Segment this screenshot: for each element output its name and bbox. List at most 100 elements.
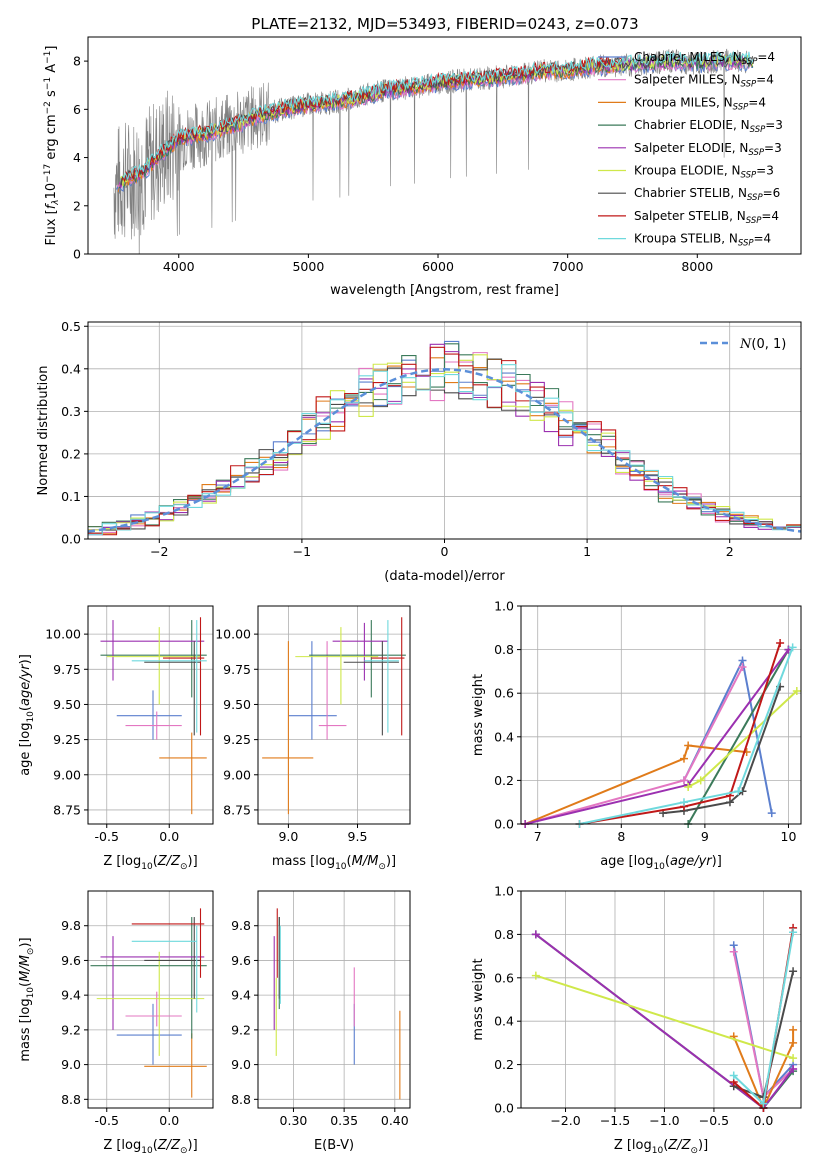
histogram-9 [88, 364, 801, 536]
legend-text: Kroupa MILES, N [634, 95, 733, 109]
x-tick-label: 7 [534, 829, 542, 844]
label-part: )] [386, 854, 396, 869]
model-line-7 [120, 52, 753, 186]
weight-marker [789, 1064, 798, 1073]
label-part: ⊙ [26, 948, 36, 956]
axes-frame [87, 36, 802, 255]
histogram-6 [88, 354, 801, 531]
y-tick-label: 9.00 [223, 767, 251, 782]
legend-count: =6 [763, 186, 781, 200]
legend-count: =4 [757, 50, 775, 64]
weight-line-4 [687, 649, 790, 825]
legend-count: =3 [756, 164, 774, 178]
y-tick-label: 0.1 [61, 489, 81, 504]
label-part: )] [18, 654, 33, 664]
plot-area [258, 891, 410, 1108]
legend-count: =3 [764, 141, 782, 155]
x-tick-label: 0.40 [381, 1113, 409, 1128]
label-part: ] [44, 46, 59, 51]
legend-sub: SSP [733, 102, 749, 112]
x-tick-label: −1.5 [600, 1113, 630, 1128]
label-part: A [44, 64, 59, 77]
legend-text: Kroupa STELIB, N [634, 232, 738, 246]
x-tick-label: 2 [726, 544, 734, 559]
legend-sub: SSP [748, 148, 764, 158]
label-part: −1 [43, 77, 53, 90]
weight-line-3 [524, 744, 747, 825]
weight-marker [789, 1025, 798, 1034]
label-part: age/yr [18, 663, 33, 706]
plot-area [521, 891, 801, 1108]
label-part: 10 [335, 862, 347, 872]
label-part: 10 [653, 862, 665, 872]
y-tick-label: 0.0 [494, 1101, 514, 1116]
label-part: Z/Z [157, 854, 181, 869]
label-part: ( [665, 854, 670, 869]
x-tick-label: −2 [150, 544, 168, 559]
legend-entry: Kroupa STELIB, NSSP=4 [634, 232, 771, 249]
label-part: erg cm [44, 114, 59, 163]
x-tick-label: −0.5 [699, 1113, 729, 1128]
label-part: mass [log [272, 854, 335, 869]
x-tick-label: 0.0 [753, 1113, 773, 1128]
y-tick-label: 9.0 [61, 1057, 81, 1072]
x-tick-label: 9.0 [278, 829, 298, 844]
legend-sub: SSP [742, 57, 758, 67]
weight-marker [776, 639, 785, 648]
label-part: ⊙ [180, 862, 188, 872]
y-tick-label: 2 [73, 198, 81, 213]
x-tick-label: -0.5 [95, 1113, 119, 1128]
x-tick-label: 1 [583, 544, 591, 559]
axes-frame [87, 321, 802, 540]
label-part: )] [18, 937, 33, 947]
x-tick-label: −1.0 [649, 1113, 679, 1128]
x-tick-label: 9.5 [348, 829, 368, 844]
legend-count: =4 [748, 95, 766, 109]
y-tick-label: 9.25 [53, 732, 81, 747]
label-part: −2 [43, 101, 53, 114]
histogram-7 [88, 358, 801, 534]
weight-marker [792, 687, 801, 696]
label-part: λ [51, 199, 61, 205]
y-tick-label: 9.50 [53, 697, 81, 712]
panel-mass_vs_Z: -0.5 0.08.89.09.29.49.69.8Z [log10(Z/Z⊙)]… [18, 890, 214, 1156]
y-tick-label: 9.6 [231, 953, 251, 968]
panel-mass_vs_EBV: 0.30 0.35 0.40 8.8 9.0 9.2 9.4 9.6 9.8 E(B-V) [231, 890, 411, 1153]
x-tick-label: 8 [617, 829, 625, 844]
label-part: age/yr [670, 854, 713, 869]
panel-spectrum: 4000 5000 6000 7000 8000 0 2 4 6 8 wavelength [Ang… [43, 36, 802, 298]
x-axis-label: Z [log10(Z/Z⊙)] [103, 854, 197, 872]
y-tick-label: 0.5 [61, 319, 81, 334]
legend-entry: Kroupa ELODIE, NSSP=3 [634, 164, 774, 181]
x-axis-label: Z [log10(Z/Z⊙)] [103, 1138, 197, 1156]
legend-text: Salpeter ELODIE, N [634, 141, 748, 155]
y-tick-label: 9.75 [223, 662, 251, 677]
label-part: ⊙ [378, 862, 386, 872]
legend-sub: SSP [746, 216, 762, 226]
y-tick-label: 8.75 [53, 802, 81, 817]
weight-marker [684, 782, 693, 791]
label-part: M/M [18, 955, 33, 982]
y-tick-label: 8 [73, 54, 81, 69]
weight-marker [679, 798, 688, 807]
label-part: 10 [141, 862, 153, 872]
weight-line-6 [535, 974, 794, 1060]
legend-entry: Chabrier STELIB, NSSP=6 [634, 186, 780, 203]
x-axis-label: wavelength [Angstrom, rest frame] [330, 283, 559, 298]
legend-entry: Chabrier MILES, NSSP=4 [634, 50, 775, 67]
weight-marker [789, 928, 798, 937]
y-tick-label: 0.2 [494, 773, 514, 788]
axes-frame [87, 605, 214, 825]
x-tick-label: 0.30 [280, 1113, 308, 1128]
label-part: 10 [26, 711, 36, 723]
legend-text: Chabrier ELODIE, N [634, 118, 750, 132]
weight-marker [767, 809, 776, 818]
weight-marker [789, 967, 798, 976]
legend-entry: Salpeter ELODIE, NSSP=3 [634, 141, 782, 158]
label-part: M/M [352, 854, 379, 869]
y-tick-label: 0.2 [61, 446, 81, 461]
y-tick-label: 0.0 [494, 817, 514, 832]
y-tick-label: 9.4 [61, 988, 81, 1003]
y-tick-label: 1.0 [494, 599, 514, 614]
